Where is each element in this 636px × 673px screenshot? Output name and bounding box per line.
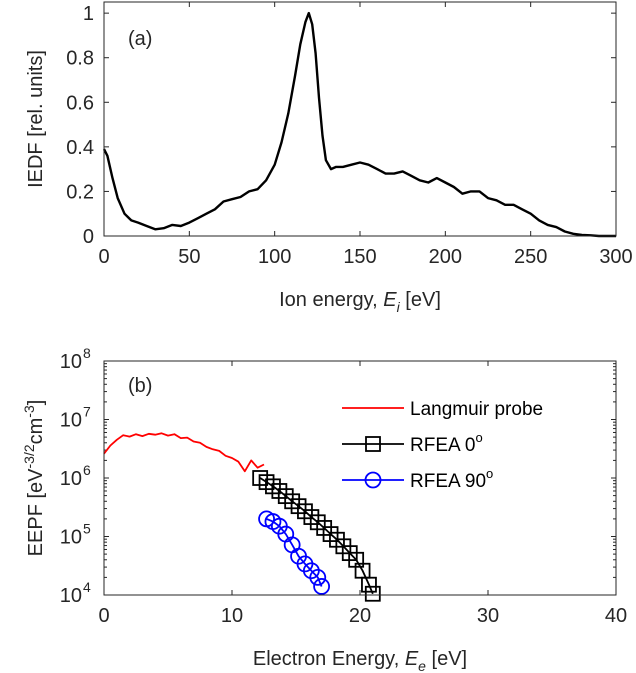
panel-a-plot-area (104, 2, 616, 236)
panel-a: (a) 0 50 100 150 200 250 300 0 0.2 0.4 0.6 0.8 1 Io… (25, 1, 633, 315)
panel-a-axes-box (103, 1, 617, 237)
panel-b-y-tick-label: 10 (60, 585, 82, 607)
panel-b-y-tick-label: 10 (60, 468, 82, 490)
panel-b-y-tick-exponent: 8 (83, 345, 91, 361)
panel-b-y-tick-exponent: 7 (83, 404, 91, 420)
panel-a-x-tick-label: 50 (178, 246, 200, 268)
legend-rfea0-marker (365, 436, 381, 452)
panel-a-x-tick-label: 150 (343, 246, 376, 268)
panel-b-x-tick-labels: 0 10 20 30 40 (98, 605, 627, 627)
panel-b-plot-area (104, 361, 616, 595)
panel-a-y-tick-labels: 0 0.2 0.4 0.6 0.8 1 (66, 3, 94, 248)
panel-b-x-tick-label: 40 (605, 605, 627, 627)
panel-b-x-tick-label: 30 (477, 605, 499, 627)
panel-a-label: (a) (128, 28, 152, 50)
panel-a-y-tick-label: 0 (83, 226, 94, 248)
panel-a-x-tick-label: 0 (98, 246, 109, 268)
panel-b-y-tick-exponent: 5 (83, 521, 91, 537)
panel-a-y-axis-label: IEDF [rel. units] (25, 50, 47, 188)
panel-b-rfea90-point (309, 568, 327, 586)
legend-rfea90-label: RFEA 90o (410, 466, 493, 492)
panel-a-y-tick-label: 0.4 (66, 137, 94, 159)
panel-a-x-tick-label: 200 (429, 246, 462, 268)
panel-a-x-tick-label: 100 (258, 246, 291, 268)
panel-b-x-tick-label: 0 (98, 605, 109, 627)
panel-b-label: (b) (128, 375, 152, 397)
panel-a-y-tick-label: 0.2 (66, 181, 94, 203)
legend-rfea0-label: RFEA 0o (410, 430, 483, 456)
panel-b-rfea90-line (266, 518, 323, 587)
panel-b-y-axis-label: EEPF [eV-3/2cm-3] (21, 400, 47, 557)
panel-a-x-tick-label: 300 (599, 246, 632, 268)
panel-b-x-tick-label: 20 (349, 605, 371, 627)
panel-b-y-tick-exponent: 4 (83, 579, 91, 595)
panel-b-axes-box (103, 360, 617, 596)
panel-b-legend: Langmuir probe RFEA 0o RFEA 90o (342, 399, 543, 492)
panel-b: (b) Langmuir probe RFEA 0o RFEA 90o 0 10 2… (21, 345, 627, 673)
panel-a-x-tick-labels: 0 50 100 150 200 250 300 (98, 246, 632, 268)
panel-b-rfea90-markers (258, 510, 331, 595)
panel-b-x-tick-label: 10 (221, 605, 243, 627)
panel-b-langmuir-line (103, 432, 265, 473)
panel-a-y-tick-label: 0.8 (66, 48, 94, 70)
panel-a-y-tick-label: 1 (83, 3, 94, 25)
legend-langmuir-label: Langmuir probe (410, 399, 543, 420)
panel-b-rfea90-point (313, 578, 331, 595)
panel-a-y-tick-label: 0.6 (66, 92, 94, 114)
panel-a-iedf-line (102, 11, 616, 238)
panel-b-y-tick-label: 10 (60, 351, 82, 373)
legend-rfea90-marker (364, 471, 382, 489)
panel-b-y-tick-exponent: 6 (83, 462, 91, 478)
panel-a-x-axis-label: Ion energy, Ei [eV] (279, 289, 441, 315)
panel-b-y-tick-label: 10 (60, 410, 82, 432)
panel-a-x-tick-label: 250 (514, 246, 547, 268)
panel-b-rfea0-point (364, 585, 381, 602)
panel-b-y-tick-label: 10 (60, 527, 82, 549)
panel-b-x-axis-label: Electron Energy, Ee [eV] (253, 648, 467, 673)
panel-b-rfea0-markers (252, 470, 381, 602)
panel-b-rfea0-point (361, 576, 377, 593)
